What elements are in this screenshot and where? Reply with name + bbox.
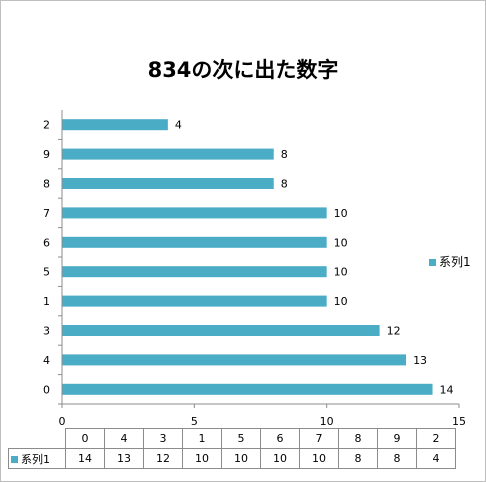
x-tick-label-5: 5	[191, 415, 198, 428]
data-label-7: 10	[334, 207, 348, 220]
bar-7	[62, 207, 327, 219]
bar-1	[62, 295, 327, 307]
table-value-9: 8	[377, 448, 417, 469]
table-row: 系列1 14 13 12 10 10 10 10 8 8 4	[8, 448, 456, 469]
bar-0	[62, 383, 433, 395]
data-label-4: 13	[413, 354, 427, 367]
table-value-5: 10	[221, 448, 261, 469]
table-series-label: 系列1	[8, 448, 66, 469]
table-header-7: 7	[299, 428, 339, 449]
category-label-2: 2	[43, 119, 50, 132]
x-tick-label-10: 10	[320, 415, 334, 428]
bar-8	[62, 178, 274, 189]
bar-2	[62, 119, 168, 131]
table-header-5: 5	[221, 428, 261, 449]
category-label-5: 5	[43, 266, 50, 279]
table-value-3: 12	[143, 448, 183, 469]
category-label-7: 7	[43, 207, 50, 220]
data-label-1: 10	[334, 295, 348, 308]
chart-title: 834の次に出た数字	[147, 58, 339, 82]
bar-5	[62, 266, 327, 278]
data-label-5: 10	[334, 266, 348, 279]
legend-label: 系列1	[439, 255, 471, 269]
bar-6	[62, 236, 327, 248]
table-value-7: 10	[299, 448, 339, 469]
x-tick-label-15: 15	[452, 415, 466, 428]
table-corner	[8, 428, 66, 449]
table-value-6: 10	[260, 448, 300, 469]
category-label-0: 0	[43, 383, 50, 396]
bar-4	[62, 354, 407, 366]
table-series-name: 系列1	[21, 452, 50, 466]
category-label-6: 6	[43, 236, 50, 249]
category-label-9: 9	[43, 148, 50, 161]
category-label-3: 3	[43, 325, 50, 338]
table-value-1: 10	[182, 448, 222, 469]
data-label-0: 14	[440, 383, 454, 396]
table-header-9: 9	[377, 428, 417, 449]
table-legend-swatch	[11, 456, 18, 463]
table-header-4: 4	[104, 428, 144, 449]
table-header-6: 6	[260, 428, 300, 449]
table-value-4: 13	[104, 448, 144, 469]
bar-9	[62, 148, 274, 160]
table-header-1: 1	[182, 428, 222, 449]
legend-swatch	[429, 259, 436, 266]
category-label-8: 8	[43, 178, 50, 191]
data-label-2: 4	[175, 119, 182, 132]
category-label-4: 4	[43, 354, 50, 367]
table-header-2: 2	[416, 428, 456, 449]
table-header-8: 8	[338, 428, 378, 449]
table-header-3: 3	[143, 428, 183, 449]
data-label-6: 10	[334, 236, 348, 249]
legend: 系列1	[429, 253, 471, 270]
x-tick-label-0: 0	[59, 415, 66, 428]
category-label-1: 1	[43, 295, 50, 308]
table-value-2: 4	[416, 448, 456, 469]
data-label-8: 8	[281, 178, 288, 191]
bar-3	[62, 325, 380, 336]
table-header-0: 0	[65, 428, 105, 449]
table-value-8: 8	[338, 448, 378, 469]
data-label-9: 8	[281, 148, 288, 161]
table-value-0: 14	[65, 448, 105, 469]
data-label-3: 12	[387, 325, 401, 338]
